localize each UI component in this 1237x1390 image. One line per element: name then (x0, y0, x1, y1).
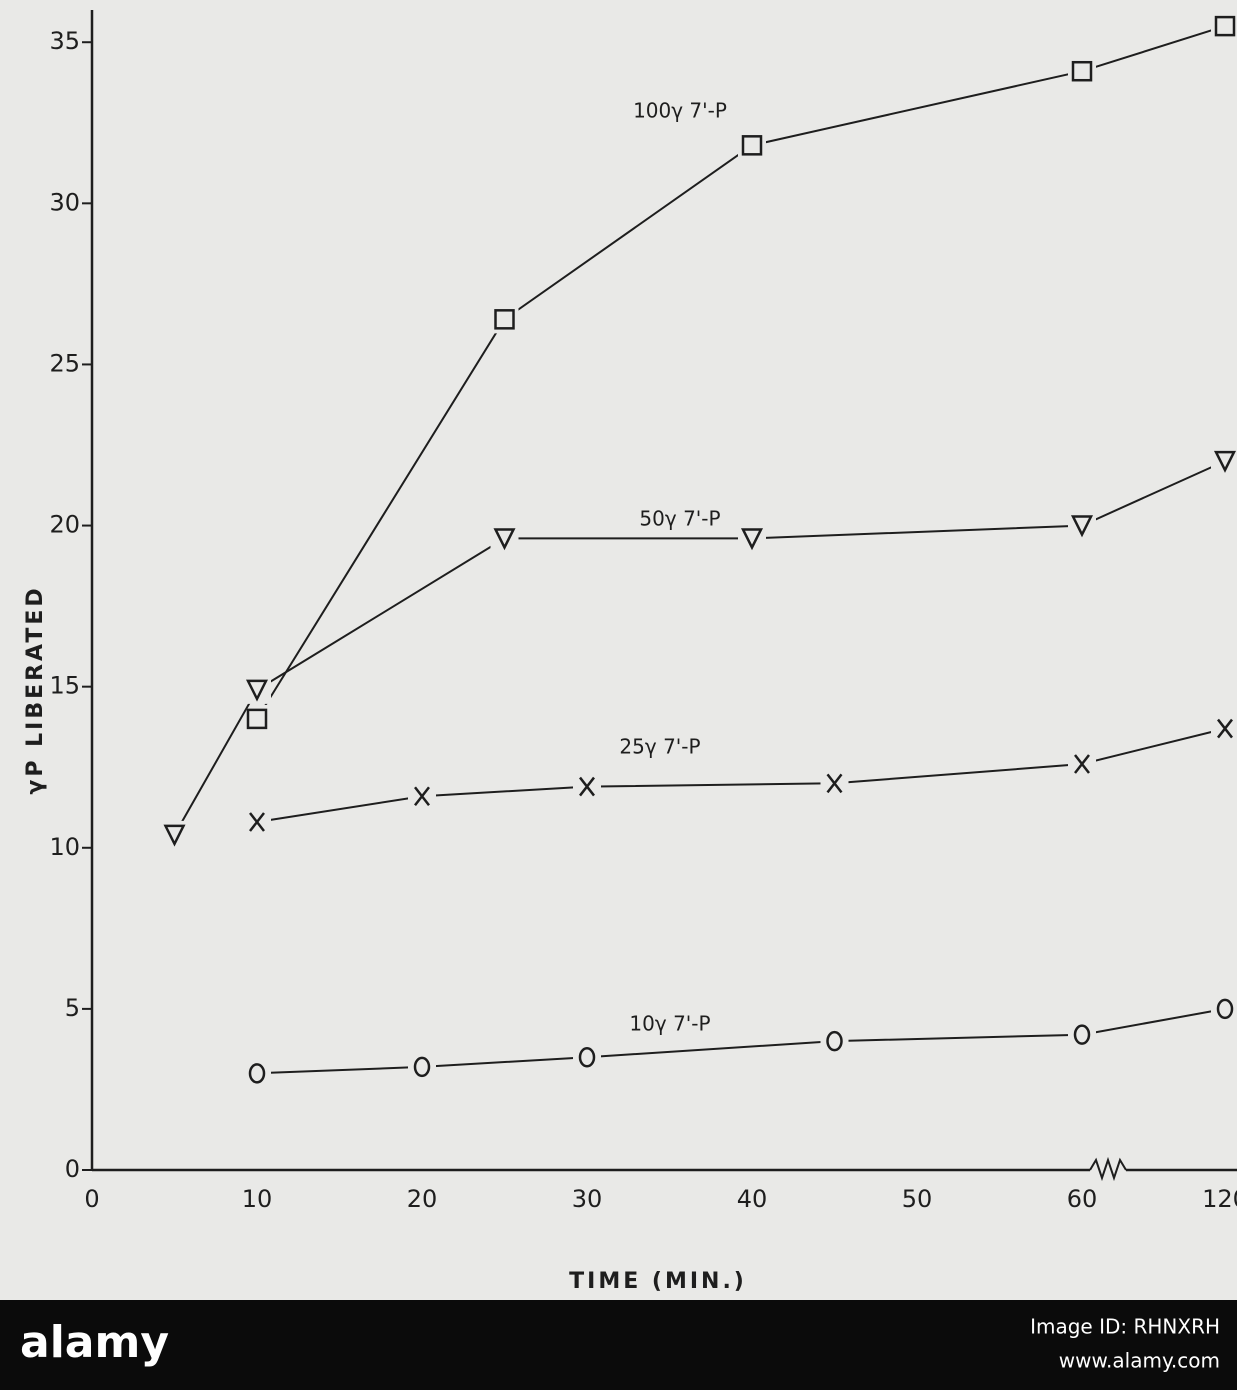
marker-triangle (493, 528, 516, 551)
series-label: 50γ 7'-P (639, 507, 720, 531)
watermark-brand: alamy (20, 1317, 169, 1368)
marker-triangle (245, 679, 269, 702)
marker-x (579, 776, 595, 797)
watermark-site: www.alamy.com (1059, 1349, 1220, 1373)
y-tick-label: 0 (65, 1155, 80, 1183)
y-tick-label: 25 (49, 349, 80, 377)
marker-circle (413, 1056, 431, 1078)
x-tick-label: 30 (572, 1185, 603, 1213)
marker-triangle (1070, 515, 1094, 538)
marker-circle (826, 1030, 843, 1052)
x-tick-label: 10 (242, 1185, 273, 1213)
marker-circle (578, 1046, 596, 1068)
marker-x (1217, 718, 1233, 739)
y-tick-label: 35 (49, 27, 80, 55)
marker-square (246, 708, 268, 730)
y-tick-label: 5 (65, 994, 80, 1022)
series-line (256, 727, 1226, 823)
series-line (173, 460, 1226, 836)
x-tick-label: 20 (407, 1185, 438, 1213)
marker-square (1214, 15, 1236, 37)
y-tick-label: 20 (49, 511, 80, 539)
y-axis-title: γP LIBERATED (23, 585, 48, 794)
marker-circle (248, 1063, 266, 1084)
y-tick-label: 30 (49, 188, 80, 216)
series-label: 25γ 7'-P (619, 735, 700, 759)
marker-x (1074, 754, 1090, 774)
marker-x (826, 773, 843, 794)
marker-triangle (1213, 450, 1237, 473)
series-line (256, 25, 1226, 720)
axis-break (1089, 1156, 1127, 1182)
watermark-bar (0, 1300, 1237, 1390)
marker-square (1071, 60, 1093, 82)
marker-square (741, 135, 763, 156)
x-tick-label: 120 (1202, 1185, 1237, 1213)
marker-x (249, 812, 265, 832)
marker-x (414, 786, 430, 806)
marker-square (494, 309, 515, 330)
marker-circle (1073, 1024, 1091, 1045)
watermark-id: Image ID: RHNXRH (1030, 1315, 1220, 1339)
x-tick-label: 50 (902, 1185, 933, 1213)
x-tick-label: 40 (737, 1185, 768, 1213)
y-tick-label: 15 (49, 672, 80, 700)
x-axis-title: TIME (MIN.) (569, 1269, 747, 1294)
series-label: 100γ 7'-P (633, 99, 727, 123)
marker-circle (1216, 998, 1234, 1020)
y-tick-label: 10 (49, 833, 80, 861)
x-tick-label: 0 (84, 1185, 99, 1213)
x-tick-label: 60 (1067, 1185, 1098, 1213)
marker-triangle (740, 528, 764, 551)
series-label: 10γ 7'-P (629, 1012, 710, 1036)
marker-triangle (163, 824, 186, 847)
series-line (256, 1007, 1226, 1075)
